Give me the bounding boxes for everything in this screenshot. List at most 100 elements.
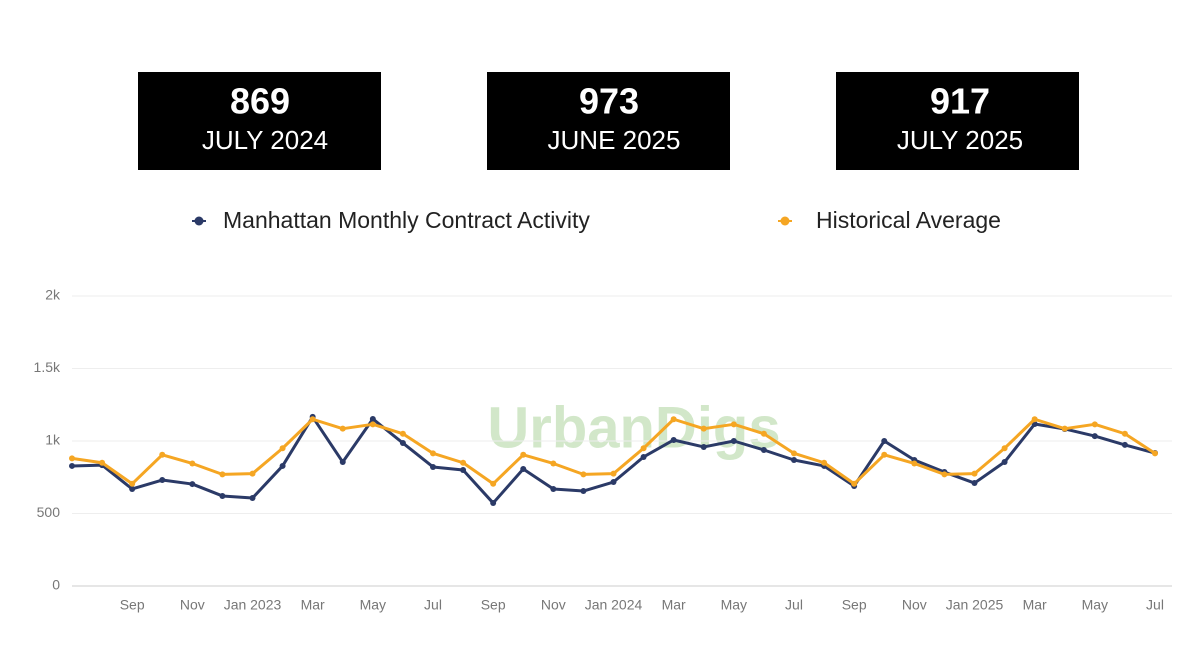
point	[610, 470, 617, 477]
point	[881, 451, 888, 458]
point	[399, 440, 406, 447]
x-tick-label: May	[721, 597, 747, 613]
y-tick-label: 0	[52, 577, 60, 593]
x-tick-label: Jan 2024	[585, 597, 643, 613]
point	[219, 471, 226, 478]
stat-label: JULY 2025	[897, 125, 1023, 155]
point	[550, 485, 557, 492]
legend-label: Manhattan Monthly Contract Activity	[223, 207, 590, 233]
point	[189, 481, 196, 488]
point	[249, 470, 256, 477]
x-tick-label: May	[360, 597, 386, 613]
point	[1121, 441, 1128, 448]
watermark: UrbanDigs	[487, 395, 780, 460]
stat-value: 869	[230, 81, 290, 122]
point	[339, 425, 346, 432]
point	[610, 479, 617, 486]
stat-value: 973	[579, 81, 639, 122]
point	[189, 460, 196, 467]
point	[159, 451, 166, 458]
x-tick-label: Mar	[1023, 597, 1047, 613]
point	[129, 480, 136, 487]
point	[911, 460, 918, 467]
x-tick-label: Nov	[180, 597, 205, 613]
y-tick-label: 2k	[45, 287, 61, 303]
x-tick-label: Sep	[481, 597, 506, 613]
y-tick-label: 1.5k	[34, 359, 61, 375]
point	[520, 451, 527, 458]
point	[460, 459, 467, 466]
point	[730, 421, 737, 428]
point	[129, 485, 136, 492]
legend-marker	[780, 216, 790, 226]
point	[1152, 450, 1158, 457]
point	[971, 470, 978, 477]
point	[580, 471, 587, 478]
stat-label: JUNE 2025	[548, 125, 681, 155]
point	[219, 492, 226, 499]
point	[1031, 416, 1038, 423]
point	[941, 471, 948, 478]
x-tick-label: Sep	[842, 597, 867, 613]
point	[700, 425, 707, 432]
x-tick-label: Sep	[120, 597, 145, 613]
y-tick-label: 500	[37, 504, 61, 520]
point	[99, 459, 106, 466]
point	[339, 459, 346, 466]
point	[821, 459, 828, 466]
point	[490, 500, 497, 507]
x-tick-label: Mar	[301, 597, 325, 613]
point	[69, 462, 75, 469]
point	[640, 445, 647, 452]
point	[490, 480, 497, 487]
point	[791, 450, 797, 457]
point	[971, 480, 978, 487]
point	[69, 455, 75, 462]
x-tick-label: Jul	[785, 597, 803, 613]
stat-card	[487, 72, 730, 170]
point	[369, 421, 376, 428]
point	[670, 416, 677, 423]
point	[760, 430, 767, 437]
stat-value: 917	[930, 81, 990, 122]
point	[580, 488, 587, 495]
legend-label: Historical Average	[816, 207, 1001, 233]
point	[460, 467, 467, 473]
point	[730, 438, 737, 444]
point	[249, 494, 256, 501]
point	[760, 446, 767, 453]
x-tick-label: Jul	[424, 597, 442, 613]
point	[1001, 445, 1008, 452]
point	[1091, 421, 1098, 428]
point	[309, 416, 316, 423]
point	[700, 443, 707, 450]
point	[520, 465, 527, 472]
point	[159, 477, 166, 484]
x-tick-label: Jan 2023	[224, 597, 282, 613]
x-tick-label: Nov	[902, 597, 927, 613]
y-tick-label: 1k	[45, 432, 61, 448]
legend-marker	[194, 216, 204, 226]
point	[430, 450, 436, 457]
x-tick-label: Nov	[541, 597, 566, 613]
point	[851, 480, 858, 487]
point	[550, 460, 557, 467]
point	[1001, 459, 1008, 466]
x-tick-label: Mar	[662, 597, 686, 613]
point	[1061, 425, 1068, 432]
stat-label: JULY 2024	[202, 125, 328, 155]
point	[279, 462, 286, 469]
point	[1121, 430, 1128, 437]
point	[369, 415, 376, 422]
point	[430, 463, 436, 470]
point	[670, 436, 677, 443]
point	[279, 445, 286, 452]
point	[791, 456, 797, 463]
stat-card	[836, 72, 1079, 170]
x-tick-label: Jul	[1146, 597, 1164, 613]
point	[1091, 433, 1098, 440]
x-tick-label: Jan 2025	[946, 597, 1004, 613]
x-tick-label: May	[1082, 597, 1108, 613]
point	[640, 453, 647, 460]
